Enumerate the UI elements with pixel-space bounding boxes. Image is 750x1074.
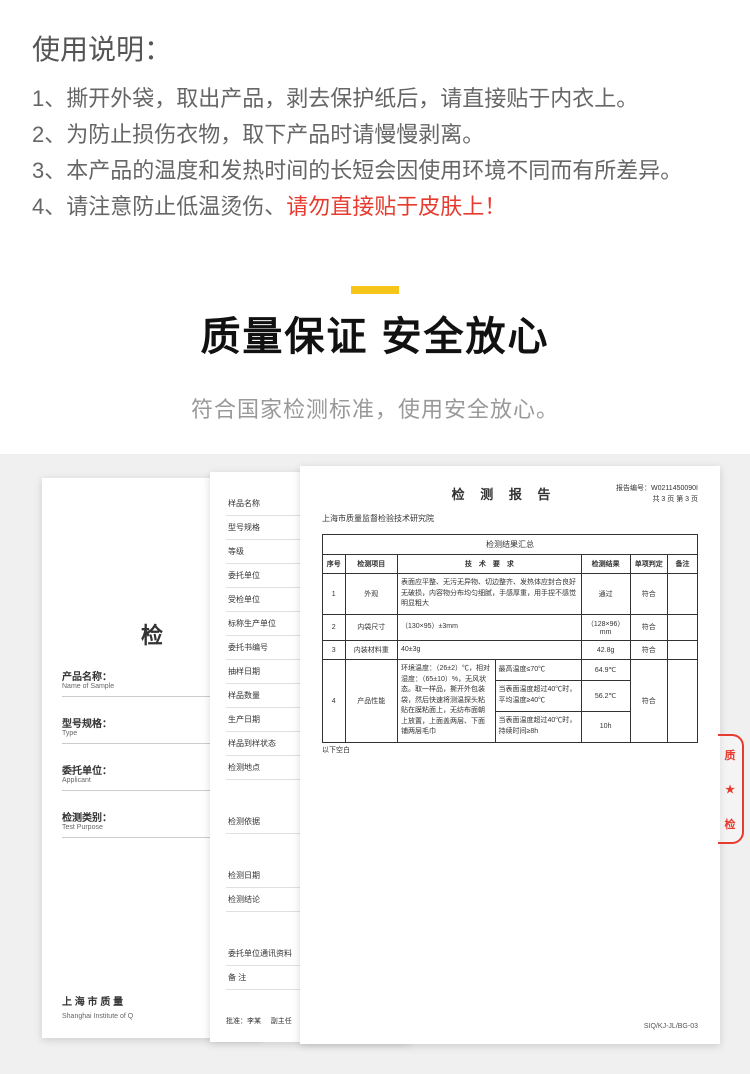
cover-org-cn: 上 海 市 质 量 — [62, 993, 123, 1008]
quality-stamp-icon: 质 ★ 检 — [718, 734, 744, 844]
form-code: SIQ/KJ-JL/BG-03 — [644, 1023, 698, 1030]
instruction-warning: 请勿直接贴于皮肤上！ — [286, 194, 506, 219]
cover-org-en: Shanghai Institute of Q — [62, 1013, 133, 1020]
table-header-row: 序号 检测项目 技 术 要 求 检测结果 单项判定 备注 — [323, 555, 698, 574]
instruction-item: 1、撕开外袋，取出产品，剥去保护纸后，请直接贴于内衣上。 — [32, 82, 718, 116]
table-row: 1 外观 表面应平整、无污无异物、切边整齐、发热体应封合良好无破损，内容物分布均… — [323, 574, 698, 615]
report-meta: 报告编号：W0211450090I 共 3 页 第 3 页 — [616, 484, 698, 505]
report-title: 检 测 报 告 — [392, 484, 616, 503]
report-results-page: 检 测 报 告 报告编号：W0211450090I 共 3 页 第 3 页 上海… — [300, 466, 720, 1044]
instructions-list: 1、撕开外袋，取出产品，剥去保护纸后，请直接贴于内衣上。 2、为防止损伤衣物，取… — [32, 82, 718, 224]
approver: 批准：李某 — [226, 1018, 261, 1025]
results-table: 检测结果汇总 序号 检测项目 技 术 要 求 检测结果 单项判定 备注 1 外观… — [322, 534, 698, 743]
table-row: 3 内装材料重 40±3g 42.8g 符合 — [323, 640, 698, 660]
report-documents-area: 检 产品名称： Name of Sample 型号规格： Type 委托单位： … — [0, 454, 750, 1074]
report-org: 上海市质量监督检验技术研究院 — [322, 513, 698, 524]
accent-bar — [351, 286, 399, 294]
instructions-section: 使用说明： 1、撕开外袋，取出产品，剥去保护纸后，请直接贴于内衣上。 2、为防止… — [0, 0, 750, 246]
table-caption: 检测结果汇总 — [323, 535, 698, 555]
instruction-item: 2、为防止损伤衣物，取下产品时请慢慢剥离。 — [32, 118, 718, 152]
blank-below: 以下空白 — [322, 745, 698, 755]
table-row: 2 内袋尺寸 （130×95）±3mm （128×96）mm 符合 — [323, 614, 698, 640]
quality-title: 质量保证 安全放心 — [0, 304, 750, 362]
instructions-title: 使用说明： — [32, 28, 718, 68]
deputy: 副主任 — [271, 1018, 292, 1025]
instruction-item: 3、本产品的温度和发热时间的长短会因使用环境不同而有所差异。 — [32, 154, 718, 188]
quality-section: 质量保证 安全放心 符合国家检测标准，使用安全放心。 — [0, 286, 750, 424]
instruction-item: 4、请注意防止低温烫伤、请勿直接贴于皮肤上！ — [32, 190, 718, 224]
quality-subtitle: 符合国家检测标准，使用安全放心。 — [0, 392, 750, 424]
table-row: 4 产品性能 环境温度：（26±2）℃，相对湿度：（65±10）%，无风状态。取… — [323, 660, 698, 680]
